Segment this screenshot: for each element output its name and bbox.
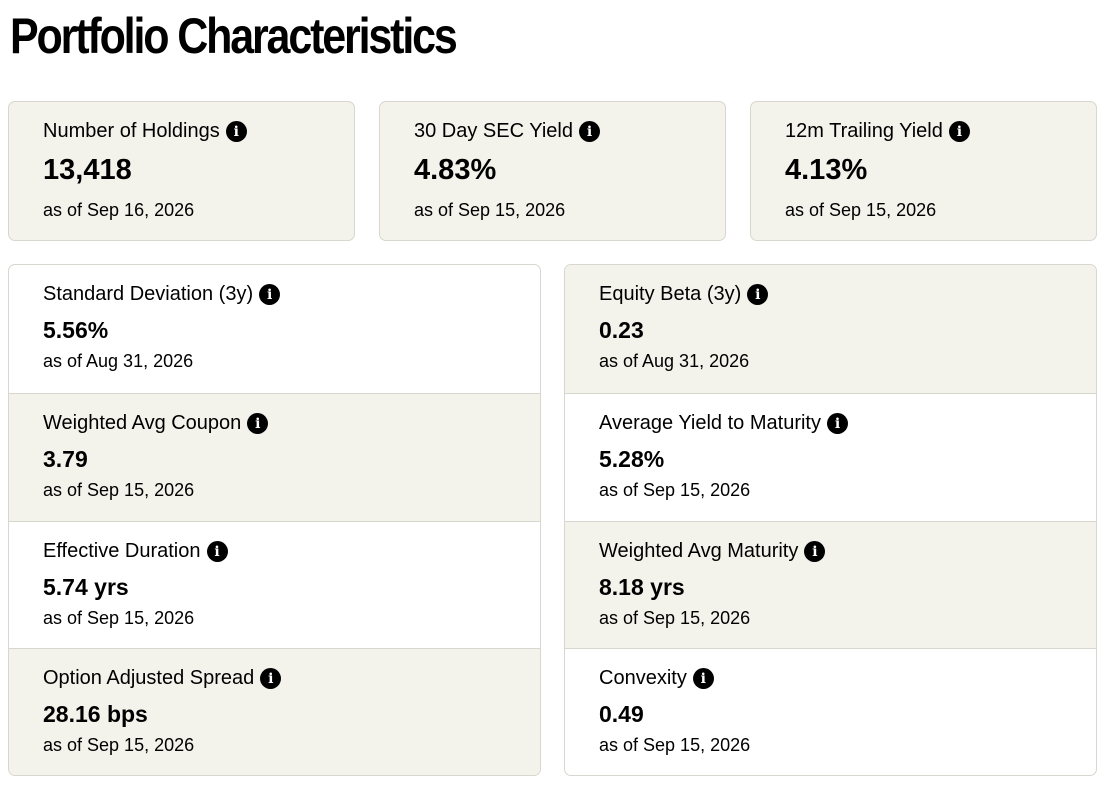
metric-value: 5.28% (599, 446, 665, 472)
info-icon[interactable]: i (260, 668, 282, 689)
info-icon[interactable]: i (747, 284, 769, 305)
card-label-container: 12m Trailing Yield i (785, 120, 970, 143)
metric-label: Effective Duration (43, 540, 201, 562)
metric-as-of-date: as of Aug 31, 2026 (43, 351, 194, 371)
card-value: 4.13% (785, 154, 868, 186)
metric-label: Convexity (599, 667, 687, 689)
metric-label: Weighted Avg Coupon (43, 412, 242, 434)
info-icon[interactable]: i (948, 121, 970, 142)
card-value: 4.83% (414, 154, 497, 186)
metric-label: Weighted Avg Maturity (599, 540, 799, 562)
info-icon[interactable]: i (578, 121, 600, 142)
metric-value: 3.79 (43, 446, 88, 472)
metric-label-container: Convexity i (599, 667, 714, 690)
card-label: 12m Trailing Yield (785, 120, 943, 142)
metric-label-container: Standard Deviation (3y) i (43, 283, 281, 306)
metric-value: 0.49 (599, 701, 644, 727)
metric-as-of-date: as of Aug 31, 2026 (599, 351, 750, 371)
info-icon[interactable]: i (225, 121, 247, 142)
metric-label-container: Weighted Avg Maturity i (599, 540, 826, 563)
metric-standard-deviation: Standard Deviation (3y) i 5.56% as of Au… (9, 265, 540, 393)
metric-effective-duration: Effective Duration i 5.74 yrs as of Sep … (9, 521, 540, 649)
metric-label-container: Option Adjusted Spread i (43, 667, 282, 690)
metric-as-of-date: as of Sep 15, 2026 (599, 608, 751, 628)
metric-label-container: Equity Beta (3y) i (599, 283, 769, 306)
metric-as-of-date: as of Sep 15, 2026 (43, 735, 195, 755)
metric-value: 5.56% (43, 317, 109, 343)
metric-label: Equity Beta (3y) (599, 283, 742, 305)
metric-weighted-avg-maturity: Weighted Avg Maturity i 8.18 yrs as of S… (565, 521, 1096, 649)
card-number-of-holdings: Number of Holdings i 13,418 as of Sep 16… (8, 101, 355, 241)
info-icon[interactable]: i (826, 413, 848, 434)
info-icon[interactable]: i (804, 541, 826, 562)
metric-label-container: Weighted Avg Coupon i (43, 412, 269, 435)
metric-as-of-date: as of Sep 15, 2026 (599, 480, 751, 500)
card-as-of-date: as of Sep 15, 2026 (785, 200, 937, 220)
metric-label: Average Yield to Maturity (599, 412, 821, 434)
info-icon[interactable]: i (247, 413, 269, 434)
card-value: 13,418 (43, 154, 132, 186)
metric-label: Standard Deviation (3y) (43, 283, 254, 305)
metrics-right-column: Equity Beta (3y) i 0.23 as of Aug 31, 20… (564, 264, 1097, 776)
info-icon[interactable]: i (206, 541, 228, 562)
metrics-left-column: Standard Deviation (3y) i 5.56% as of Au… (8, 264, 541, 776)
metric-option-adjusted-spread: Option Adjusted Spread i 28.16 bps as of… (9, 648, 540, 775)
card-as-of-date: as of Sep 16, 2026 (43, 200, 195, 220)
metric-value: 5.74 yrs (43, 574, 129, 600)
card-label-container: Number of Holdings i (43, 120, 247, 143)
card-label: Number of Holdings (43, 120, 220, 142)
card-12m-trailing-yield: 12m Trailing Yield i 4.13% as of Sep 15,… (750, 101, 1097, 241)
metric-as-of-date: as of Sep 15, 2026 (43, 608, 195, 628)
metric-as-of-date: as of Sep 15, 2026 (599, 735, 751, 755)
card-30-day-sec-yield: 30 Day SEC Yield i 4.83% as of Sep 15, 2… (379, 101, 726, 241)
card-as-of-date: as of Sep 15, 2026 (414, 200, 566, 220)
metric-label: Option Adjusted Spread (43, 667, 255, 689)
metric-label-container: Effective Duration i (43, 540, 228, 563)
info-icon[interactable]: i (692, 668, 714, 689)
card-label-container: 30 Day SEC Yield i (414, 120, 600, 143)
metric-label-container: Average Yield to Maturity i (599, 412, 848, 435)
metric-weighted-avg-coupon: Weighted Avg Coupon i 3.79 as of Sep 15,… (9, 393, 540, 521)
metric-value: 8.18 yrs (599, 574, 685, 600)
metric-as-of-date: as of Sep 15, 2026 (43, 480, 195, 500)
metric-average-yield-to-maturity: Average Yield to Maturity i 5.28% as of … (565, 393, 1096, 521)
metric-value: 28.16 bps (43, 701, 148, 727)
card-label: 30 Day SEC Yield (414, 120, 573, 142)
metric-convexity: Convexity i 0.49 as of Sep 15, 2026 (565, 648, 1096, 775)
metric-value: 0.23 (599, 317, 644, 343)
page-title: Portfolio Characteristics (10, 8, 458, 64)
info-icon[interactable]: i (259, 284, 281, 305)
metric-equity-beta: Equity Beta (3y) i 0.23 as of Aug 31, 20… (565, 265, 1096, 393)
